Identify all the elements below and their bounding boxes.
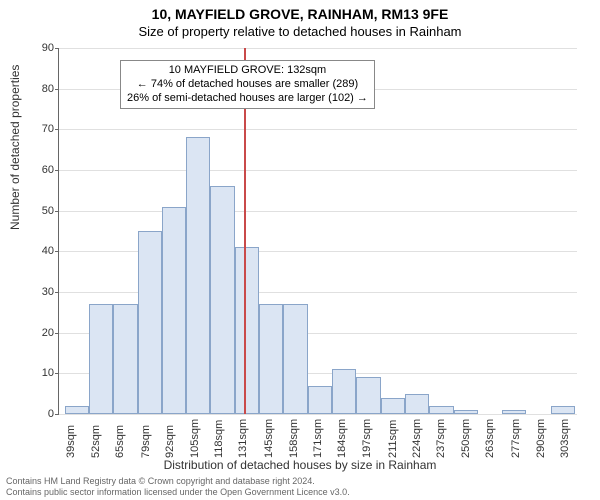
xtick-label: 277sqm	[510, 419, 522, 458]
ytick-mark	[55, 48, 59, 49]
ytick-mark	[55, 89, 59, 90]
annotation-line3: 26% of semi-detached houses are larger (…	[127, 92, 368, 106]
xtick-label: 158sqm	[288, 419, 300, 458]
gridline	[59, 129, 577, 130]
footer-line2: Contains public sector information licen…	[6, 487, 350, 498]
ytick-label: 20	[24, 327, 54, 339]
histogram-bar	[308, 386, 332, 414]
histogram-bar	[332, 369, 356, 414]
histogram-bar	[405, 394, 429, 414]
histogram-bar	[89, 304, 113, 414]
page-title-line1: 10, MAYFIELD GROVE, RAINHAM, RM13 9FE	[0, 0, 600, 22]
ytick-label: 40	[24, 245, 54, 257]
xtick-label: 131sqm	[237, 419, 249, 458]
ytick-label: 70	[24, 123, 54, 135]
histogram-bar	[235, 247, 259, 414]
histogram-bar	[259, 304, 283, 414]
histogram-bar	[356, 377, 380, 414]
gridline	[59, 414, 577, 415]
ytick-label: 80	[24, 83, 54, 95]
annotation-line2: ← 74% of detached houses are smaller (28…	[127, 78, 368, 92]
ytick-label: 0	[24, 408, 54, 420]
xtick-label: 105sqm	[189, 419, 201, 458]
histogram-bar	[551, 406, 575, 414]
ytick-mark	[55, 292, 59, 293]
chart-container: 10, MAYFIELD GROVE, RAINHAM, RM13 9FE Si…	[0, 0, 600, 500]
histogram-bar	[210, 186, 234, 414]
histogram-bar	[186, 137, 210, 414]
xtick-label: 263sqm	[484, 419, 496, 458]
histogram-bar	[454, 410, 478, 414]
xtick-label: 184sqm	[336, 419, 348, 458]
xtick-label: 224sqm	[411, 419, 423, 458]
ytick-mark	[55, 251, 59, 252]
ytick-label: 10	[24, 367, 54, 379]
ytick-label: 60	[24, 164, 54, 176]
x-axis-label: Distribution of detached houses by size …	[0, 458, 600, 472]
xtick-label: 303sqm	[559, 419, 571, 458]
ytick-label: 90	[24, 42, 54, 54]
xtick-label: 118sqm	[213, 420, 225, 458]
xtick-label: 39sqm	[65, 425, 77, 458]
footer-line1: Contains HM Land Registry data © Crown c…	[6, 476, 350, 487]
ytick-mark	[55, 170, 59, 171]
footer-attribution: Contains HM Land Registry data © Crown c…	[6, 476, 350, 498]
ytick-label: 50	[24, 205, 54, 217]
xtick-label: 145sqm	[263, 419, 275, 458]
histogram-bar	[381, 398, 405, 414]
histogram-bar	[162, 207, 186, 414]
ytick-mark	[55, 129, 59, 130]
gridline	[59, 48, 577, 49]
ytick-mark	[55, 211, 59, 212]
xtick-label: 197sqm	[361, 419, 373, 458]
gridline	[59, 211, 577, 212]
xtick-label: 290sqm	[535, 419, 547, 458]
annotation-box: 10 MAYFIELD GROVE: 132sqm← 74% of detach…	[120, 60, 375, 109]
xtick-label: 52sqm	[90, 425, 102, 458]
ytick-mark	[55, 333, 59, 334]
xtick-label: 250sqm	[460, 419, 472, 458]
histogram-bar	[429, 406, 453, 414]
xtick-label: 65sqm	[114, 425, 126, 458]
annotation-line1: 10 MAYFIELD GROVE: 132sqm	[127, 64, 368, 78]
ytick-mark	[55, 373, 59, 374]
histogram-bar	[65, 406, 89, 414]
histogram-bar	[138, 231, 162, 414]
histogram-bar	[113, 304, 137, 414]
xtick-label: 211sqm	[387, 420, 399, 458]
y-axis-label: Number of detached properties	[8, 65, 22, 230]
xtick-label: 79sqm	[140, 425, 152, 458]
xtick-label: 171sqm	[312, 419, 324, 458]
xtick-label: 92sqm	[164, 425, 176, 458]
histogram-bar	[283, 304, 307, 414]
histogram-bar	[502, 410, 526, 414]
gridline	[59, 170, 577, 171]
xtick-label: 237sqm	[435, 419, 447, 458]
ytick-label: 30	[24, 286, 54, 298]
page-title-line2: Size of property relative to detached ho…	[0, 22, 600, 39]
ytick-mark	[55, 414, 59, 415]
